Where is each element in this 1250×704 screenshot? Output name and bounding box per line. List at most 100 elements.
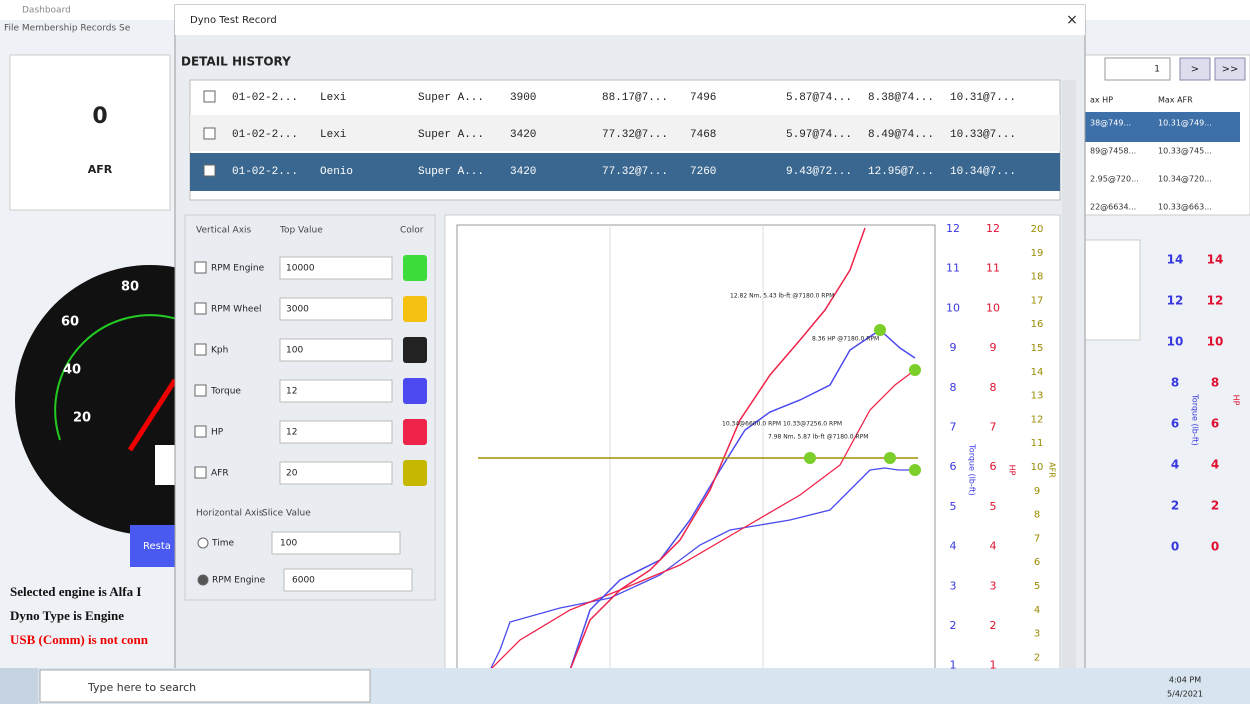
- axis-checkbox[interactable]: [195, 262, 206, 273]
- table-cell: 22@6634...: [1090, 203, 1136, 212]
- color-swatch[interactable]: [403, 296, 427, 322]
- gauge-tick: 20: [73, 411, 91, 426]
- start-button[interactable]: [0, 668, 38, 704]
- hp-tick: 10: [986, 301, 1000, 314]
- afr-box: [10, 55, 170, 210]
- afr-value: 0: [92, 104, 107, 129]
- clock: 4:04 PM: [1169, 676, 1201, 685]
- row-checkbox[interactable]: [204, 165, 215, 176]
- table-cell: 89@7458...: [1090, 147, 1136, 156]
- axis-checkbox[interactable]: [195, 426, 206, 437]
- top-value: 10000: [286, 264, 315, 274]
- table-cell: 10.31@749...: [1158, 119, 1212, 128]
- torque-tick: 6: [950, 460, 957, 473]
- history-cell: 01-02-2...: [232, 92, 298, 104]
- history-cell: 5.97@74...: [786, 129, 852, 141]
- history-cell: Lexi: [320, 129, 347, 141]
- axis-checkbox[interactable]: [195, 344, 206, 355]
- axis-name: AFR: [211, 469, 229, 479]
- torque-tick: 5: [950, 500, 957, 513]
- hp-tick: 11: [986, 262, 1000, 275]
- radio[interactable]: [198, 538, 208, 548]
- afr-tick: 12: [1031, 414, 1044, 425]
- axis-title: Torque (lb-ft): [968, 443, 977, 495]
- afr-tick: 8: [1034, 510, 1040, 521]
- afr-tick: 9: [1034, 486, 1040, 497]
- torque-tick: 11: [946, 262, 960, 275]
- table-cell: 10.33@745...: [1158, 147, 1212, 156]
- history-cell: 9.43@72...: [786, 166, 852, 178]
- controls-header: Vertical Axis: [196, 226, 252, 236]
- afr-tick: 18: [1031, 272, 1044, 283]
- torque-tick: 1: [950, 659, 957, 672]
- row-checkbox[interactable]: [204, 128, 215, 139]
- hp-tick: 9: [990, 341, 997, 354]
- torque-tick: 8: [950, 381, 957, 394]
- hp-tick: 4: [990, 540, 997, 553]
- torque-tick: 2: [950, 619, 957, 632]
- color-swatch[interactable]: [403, 378, 427, 404]
- horizontal-header: Horizontal Axis: [196, 509, 264, 519]
- plot-area: [457, 225, 935, 670]
- color-swatch[interactable]: [403, 255, 427, 281]
- history-cell: 88.17@7...: [602, 92, 668, 104]
- radio[interactable]: [198, 575, 208, 585]
- axis-checkbox[interactable]: [195, 467, 206, 478]
- history-cell: 01-02-2...: [232, 166, 298, 178]
- blank-panel: [1085, 240, 1140, 340]
- afr-label: AFR: [88, 163, 113, 176]
- peak-marker: [874, 324, 886, 336]
- table-cell: 2.95@720...: [1090, 175, 1139, 184]
- history-cell: 5.87@74...: [786, 92, 852, 104]
- history-cell: 10.33@7...: [950, 129, 1016, 141]
- annotation: 12.82 Nm, 5.43 lb-ft @7180.0 RPM: [730, 293, 834, 300]
- close-button[interactable]: ×: [1066, 12, 1078, 28]
- history-cell: 12.95@7...: [868, 166, 934, 178]
- row-checkbox[interactable]: [204, 91, 215, 102]
- dialog-titlebar: [175, 5, 1085, 35]
- annotation: 10.34@6600.0 RPM 10.33@7256.0 RPM: [722, 421, 842, 428]
- table-cell: 10.34@720...: [1158, 175, 1212, 184]
- dialog-title: Dyno Test Record: [190, 15, 277, 26]
- hp-tick: 10: [1207, 335, 1224, 349]
- history-cell: 8.38@74...: [868, 92, 934, 104]
- hp-tick: 12: [1207, 294, 1224, 308]
- section-title: DETAIL HISTORY: [181, 55, 291, 69]
- torque-tick: 2: [1171, 499, 1179, 513]
- table-header: ax HP: [1090, 96, 1113, 105]
- torque-tick: 4: [950, 540, 957, 553]
- hp-tick: 1: [990, 659, 997, 672]
- torque-tick: 0: [1171, 540, 1179, 554]
- hp-tick: 4: [1211, 458, 1219, 472]
- axis-name: RPM Engine: [211, 264, 265, 274]
- hp-tick: 2: [1211, 499, 1219, 513]
- axis-checkbox[interactable]: [195, 303, 206, 314]
- hp-tick: 5: [990, 500, 997, 513]
- scrollbar[interactable]: [1062, 80, 1076, 670]
- torque-tick: 12: [1167, 294, 1184, 308]
- color-swatch[interactable]: [403, 337, 427, 363]
- search-text: Type here to search: [87, 681, 196, 694]
- slice-value: 6000: [292, 576, 315, 586]
- afr-tick: 16: [1031, 319, 1044, 330]
- hp-tick: 0: [1211, 540, 1219, 554]
- history-cell: Super A...: [418, 129, 484, 141]
- color-swatch[interactable]: [403, 460, 427, 486]
- top-value: 100: [286, 346, 303, 356]
- axis-name: RPM Wheel: [211, 305, 261, 315]
- nav-label: >>: [1222, 64, 1239, 75]
- restart-label: Resta: [143, 541, 171, 552]
- axis-title: AFR: [1048, 462, 1057, 478]
- axis-name: HP: [211, 428, 224, 438]
- axis-checkbox[interactable]: [195, 385, 206, 396]
- date: 5/4/2021: [1167, 690, 1203, 699]
- history-cell: 01-02-2...: [232, 129, 298, 141]
- hp-tick: 12: [986, 222, 1000, 235]
- table-cell: 10.33@663...: [1158, 203, 1212, 212]
- axis-name: Kph: [211, 346, 228, 356]
- hp-tick: 14: [1207, 253, 1224, 267]
- color-swatch[interactable]: [403, 419, 427, 445]
- status-line: USB (Comm) is not conn: [10, 632, 149, 647]
- history-cell: 7468: [690, 129, 716, 141]
- nav-label: >: [1191, 64, 1199, 75]
